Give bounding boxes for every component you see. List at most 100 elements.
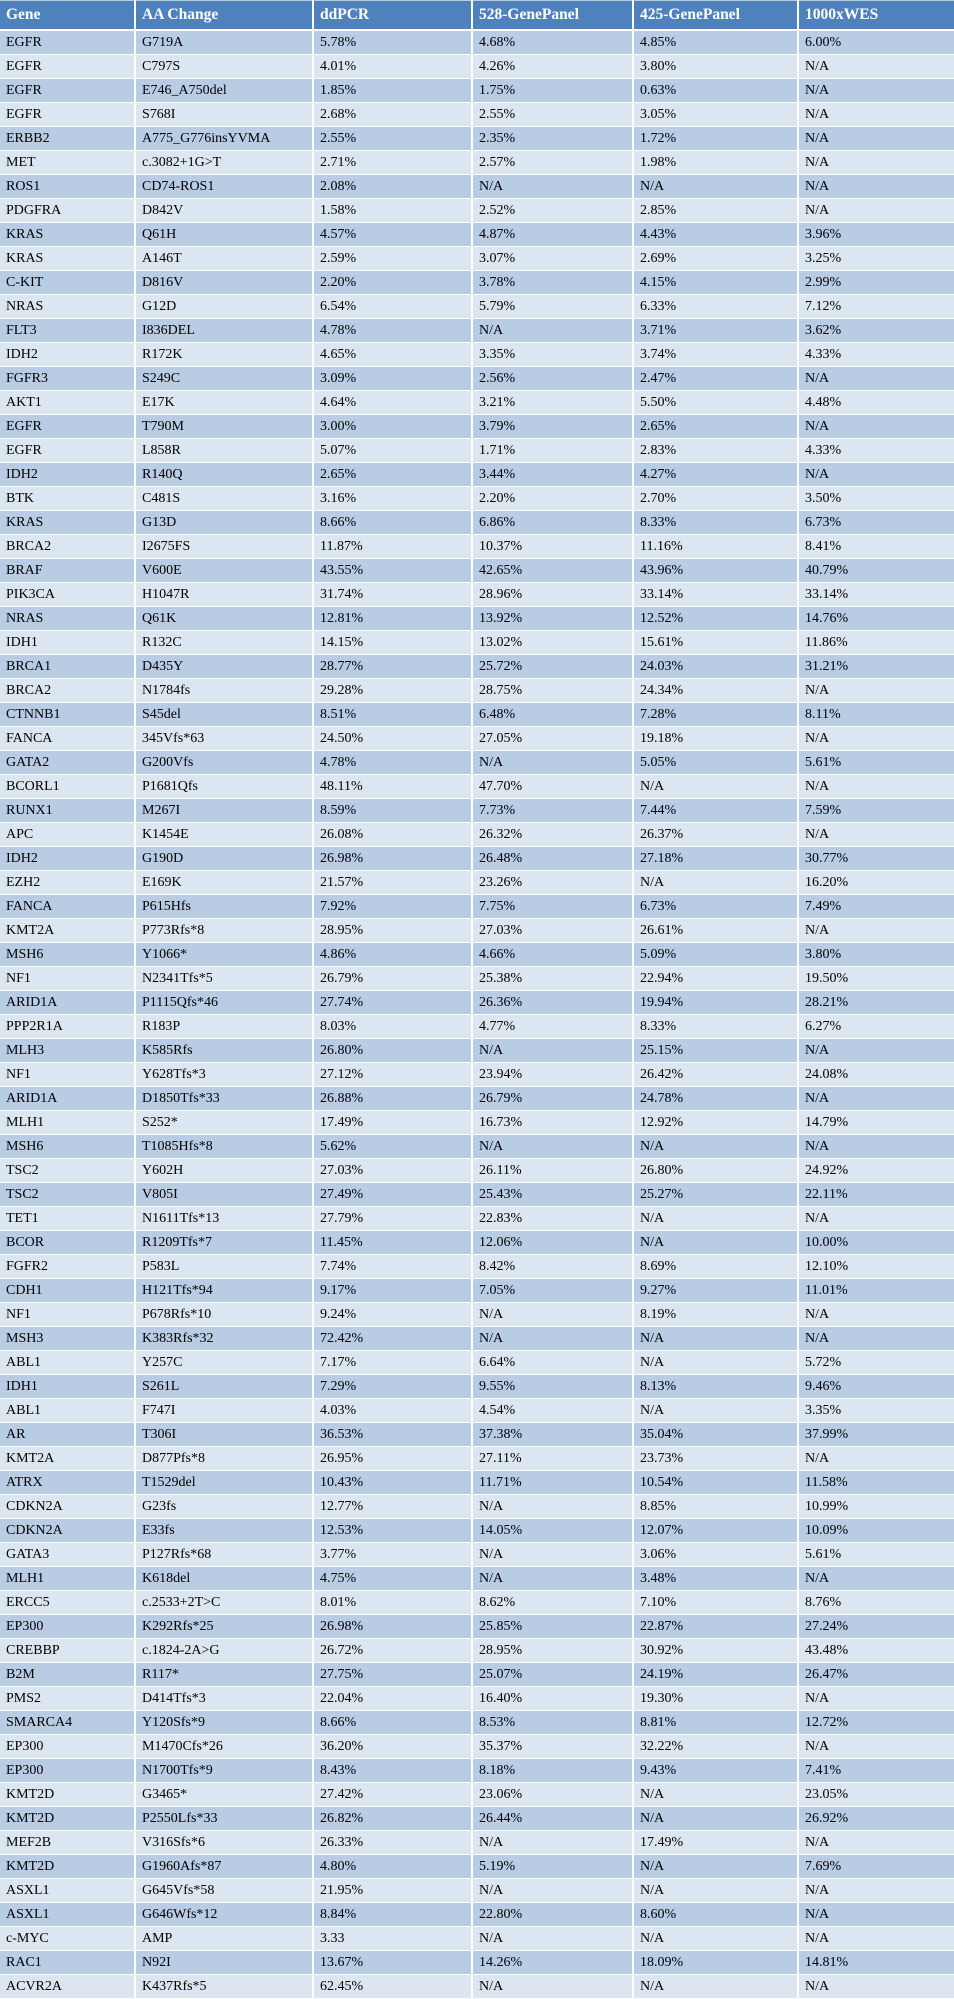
table-row: GATA3 P127Rfs*68 3.77% N/A 3.06% 5.61% <box>0 1542 954 1567</box>
table-row: EGFR T790M 3.00% 3.79% 2.65% N/A <box>0 414 954 439</box>
cell-gene: MSH6 <box>0 1134 135 1159</box>
cell-528-genepanel: 1.71% <box>471 438 633 463</box>
cell-ddpcr: 26.79% <box>312 966 472 991</box>
cell-425-genepanel: N/A <box>632 1206 798 1231</box>
cell-425-genepanel: 32.22% <box>632 1734 798 1759</box>
cell-528-genepanel: 27.05% <box>471 726 633 751</box>
table-row: EGFR C797S 4.01% 4.26% 3.80% N/A <box>0 54 954 79</box>
cell-1000xwes: 3.62% <box>797 318 954 343</box>
cell-aa-change: C797S <box>134 54 313 79</box>
cell-528-genepanel: 8.53% <box>471 1710 633 1735</box>
cell-425-genepanel: 19.18% <box>632 726 798 751</box>
cell-528-genepanel: 23.94% <box>471 1062 633 1087</box>
cell-528-genepanel: 4.66% <box>471 942 633 967</box>
cell-ddpcr: 28.95% <box>312 918 472 943</box>
cell-528-genepanel: 9.55% <box>471 1374 633 1399</box>
cell-gene: AR <box>0 1422 135 1447</box>
cell-aa-change: Y628Tfs*3 <box>134 1062 313 1087</box>
cell-425-genepanel: 8.33% <box>632 1014 798 1039</box>
cell-aa-change: M1470Cfs*26 <box>134 1734 313 1759</box>
cell-aa-change: I836DEL <box>134 318 313 343</box>
cell-528-genepanel: 2.57% <box>471 150 633 175</box>
table-row: NF1 N2341Tfs*5 26.79% 25.38% 22.94% 19.50% <box>0 966 954 991</box>
table-row: IDH2 G190D 26.98% 26.48% 27.18% 30.77% <box>0 846 954 871</box>
cell-1000xwes: 24.92% <box>797 1158 954 1183</box>
cell-aa-change: N1611Tfs*13 <box>134 1206 313 1231</box>
cell-ddpcr: 7.17% <box>312 1350 472 1375</box>
cell-528-genepanel: 12.06% <box>471 1230 633 1255</box>
cell-528-genepanel: 6.86% <box>471 510 633 535</box>
cell-ddpcr: 2.59% <box>312 246 472 271</box>
table-row: KMT2A P773Rfs*8 28.95% 27.03% 26.61% N/A <box>0 918 954 943</box>
cell-1000xwes: 7.49% <box>797 894 954 919</box>
cell-425-genepanel: 0.63% <box>632 78 798 103</box>
cell-aa-change: T306I <box>134 1422 313 1447</box>
cell-1000xwes: 23.05% <box>797 1782 954 1807</box>
cell-425-genepanel: 7.10% <box>632 1590 798 1615</box>
cell-aa-change: P583L <box>134 1254 313 1279</box>
cell-ddpcr: 4.80% <box>312 1854 472 1879</box>
cell-425-genepanel: 9.43% <box>632 1758 798 1783</box>
cell-aa-change: K618del <box>134 1566 313 1591</box>
cell-528-genepanel: 25.07% <box>471 1662 633 1687</box>
cell-528-genepanel: 3.07% <box>471 246 633 271</box>
cell-aa-change: D877Pfs*8 <box>134 1446 313 1471</box>
cell-1000xwes: N/A <box>797 366 954 391</box>
cell-425-genepanel: 1.98% <box>632 150 798 175</box>
cell-ddpcr: 2.20% <box>312 270 472 295</box>
cell-aa-change: R183P <box>134 1014 313 1039</box>
table-row: ERCC5 c.2533+2T>C 8.01% 8.62% 7.10% 8.76% <box>0 1590 954 1615</box>
cell-425-genepanel: 6.73% <box>632 894 798 919</box>
table-row: TSC2 Y602H 27.03% 26.11% 26.80% 24.92% <box>0 1158 954 1183</box>
cell-aa-change: P773Rfs*8 <box>134 918 313 943</box>
cell-aa-change: D1850Tfs*33 <box>134 1086 313 1111</box>
cell-1000xwes: N/A <box>797 198 954 223</box>
cell-aa-change: N1700Tfs*9 <box>134 1758 313 1783</box>
cell-425-genepanel: N/A <box>632 1974 798 1999</box>
cell-ddpcr: 7.29% <box>312 1374 472 1399</box>
table-row: BCORL1 P1681Qfs 48.11% 47.70% N/A N/A <box>0 774 954 799</box>
cell-1000xwes: N/A <box>797 78 954 103</box>
cell-gene: BTK <box>0 486 135 511</box>
cell-528-genepanel: 26.48% <box>471 846 633 871</box>
cell-aa-change: R1209Tfs*7 <box>134 1230 313 1255</box>
cell-ddpcr: 8.03% <box>312 1014 472 1039</box>
cell-528-genepanel: 3.44% <box>471 462 633 487</box>
table-row: RAC1 N92I 13.67% 14.26% 18.09% 14.81% <box>0 1950 954 1975</box>
cell-425-genepanel: 33.14% <box>632 582 798 607</box>
cell-1000xwes: N/A <box>797 774 954 799</box>
table-row: IDH1 R132C 14.15% 13.02% 15.61% 11.86% <box>0 630 954 655</box>
cell-1000xwes: N/A <box>797 1830 954 1855</box>
cell-gene: KRAS <box>0 510 135 535</box>
cell-gene: BRAF <box>0 558 135 583</box>
cell-528-genepanel: N/A <box>471 1878 633 1903</box>
cell-aa-change: K383Rfs*32 <box>134 1326 313 1351</box>
cell-aa-change: Y602H <box>134 1158 313 1183</box>
cell-425-genepanel: 12.52% <box>632 606 798 631</box>
cell-1000xwes: 27.24% <box>797 1614 954 1639</box>
cell-425-genepanel: 5.09% <box>632 942 798 967</box>
cell-ddpcr: 27.12% <box>312 1062 472 1087</box>
cell-ddpcr: 2.08% <box>312 174 472 199</box>
cell-aa-change: D435Y <box>134 654 313 679</box>
table-row: BCOR R1209Tfs*7 11.45% 12.06% N/A 10.00% <box>0 1230 954 1255</box>
cell-aa-change: P615Hfs <box>134 894 313 919</box>
cell-425-genepanel: N/A <box>632 774 798 799</box>
cell-425-genepanel: 25.15% <box>632 1038 798 1063</box>
cell-528-genepanel: 3.78% <box>471 270 633 295</box>
cell-528-genepanel: 26.36% <box>471 990 633 1015</box>
table-row: EGFR E746_A750del 1.85% 1.75% 0.63% N/A <box>0 78 954 103</box>
cell-ddpcr: 8.01% <box>312 1590 472 1615</box>
cell-ddpcr: 26.95% <box>312 1446 472 1471</box>
cell-gene: BCORL1 <box>0 774 135 799</box>
cell-gene: IDH2 <box>0 342 135 367</box>
cell-gene: ABL1 <box>0 1398 135 1423</box>
cell-528-genepanel: N/A <box>471 1926 633 1951</box>
cell-aa-change: S252* <box>134 1110 313 1135</box>
cell-1000xwes: 14.81% <box>797 1950 954 1975</box>
cell-425-genepanel: 9.27% <box>632 1278 798 1303</box>
cell-aa-change: S45del <box>134 702 313 727</box>
cell-1000xwes: N/A <box>797 1134 954 1159</box>
cell-aa-change: C481S <box>134 486 313 511</box>
cell-ddpcr: 1.85% <box>312 78 472 103</box>
